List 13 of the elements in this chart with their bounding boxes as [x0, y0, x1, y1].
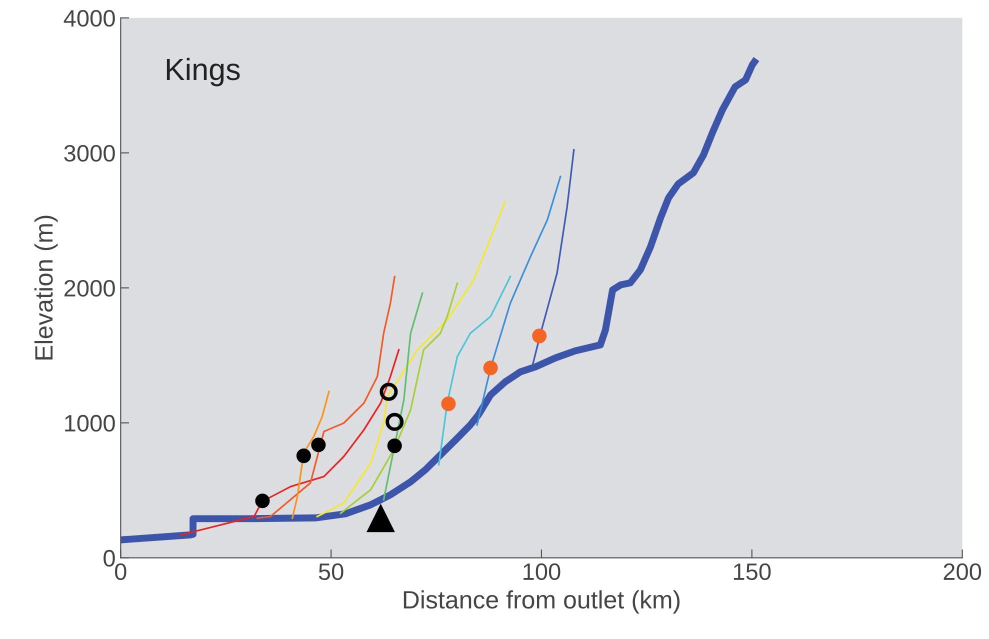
y-tick-label: 3000 [64, 144, 115, 162]
y-tick-label: 1000 [65, 414, 115, 432]
x-tick-label: 150 [734, 563, 771, 580]
x-tick-label: 50 [318, 563, 344, 580]
y-tick-label: 0 [104, 550, 115, 567]
annotation: Kings [166, 58, 240, 86]
x-tick-label: 0 [115, 563, 126, 580]
x-axis-title: Distance from outlet (km) [404, 590, 680, 614]
x-tick-label: 100 [524, 563, 560, 580]
y-tick-label: 2000 [64, 280, 115, 297]
y-tick-label: 4000 [64, 10, 115, 27]
x-tick-label: 200 [944, 563, 982, 580]
y-axis-title: Elevation (m) [34, 216, 58, 360]
